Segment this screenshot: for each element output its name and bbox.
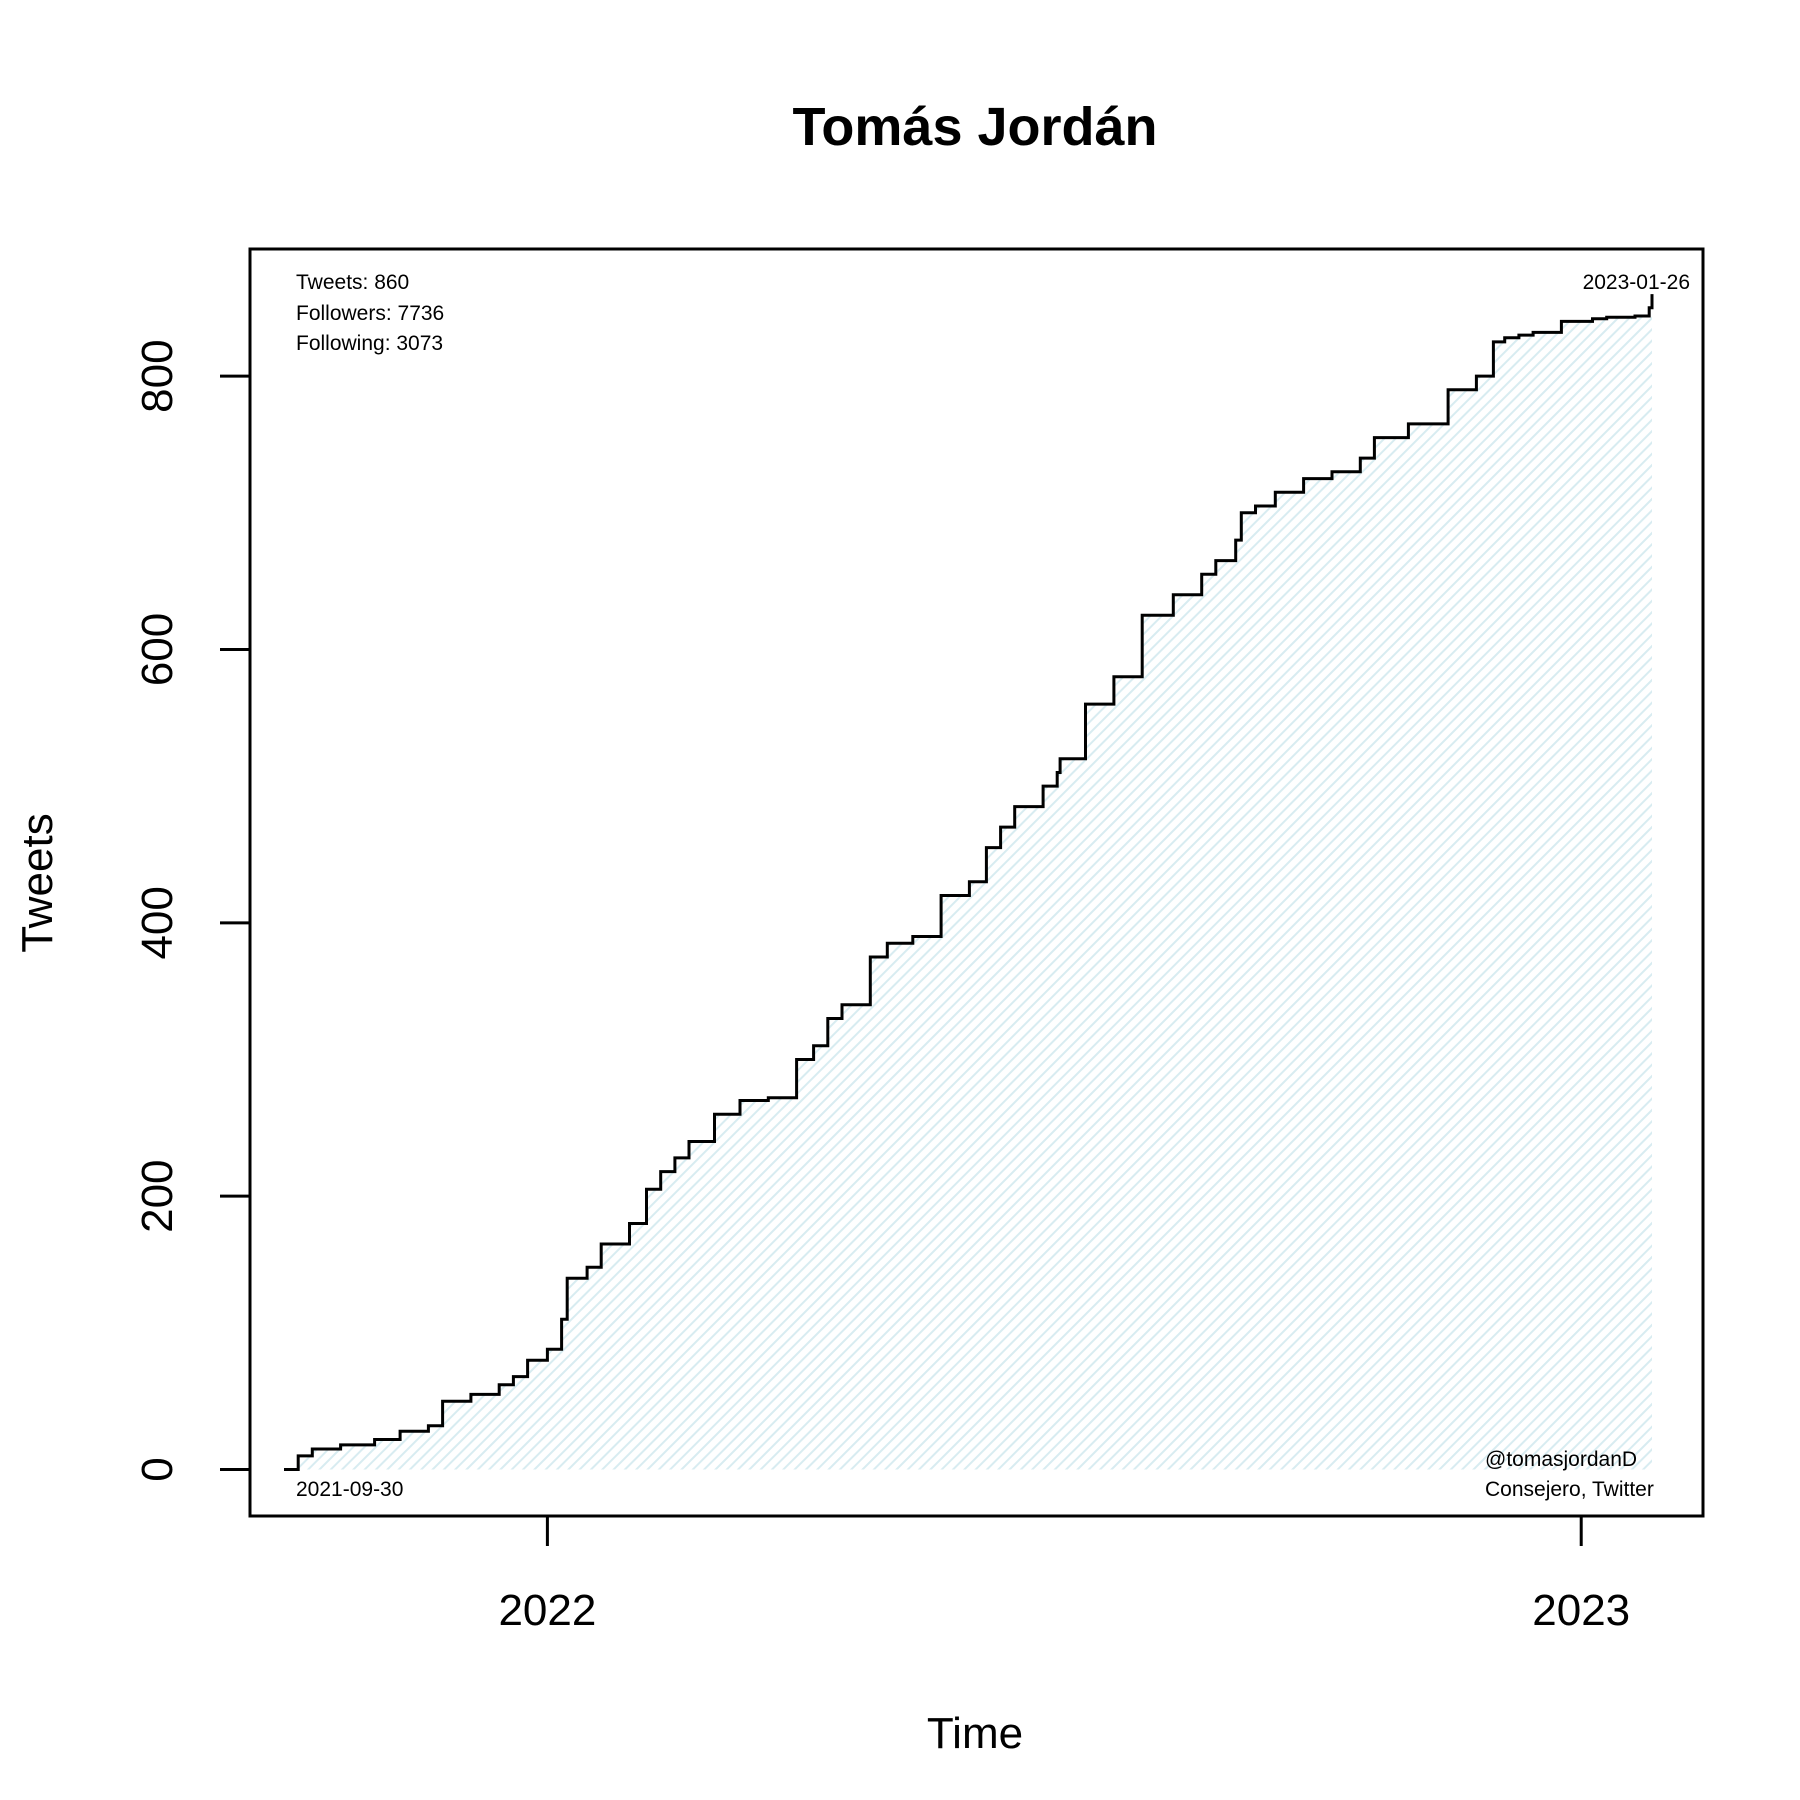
followers-count: Followers: 7736 [296, 302, 444, 325]
x-tick-label: 2022 [498, 1586, 596, 1635]
x-axis: 2022 2023 [498, 1516, 1630, 1635]
y-tick-label: 600 [133, 613, 182, 686]
plot-frame [248, 247, 1705, 1518]
cumulative-area [284, 294, 1652, 1470]
start-date-label: 2021-09-30 [296, 1478, 403, 1501]
end-date-label: 2023-01-26 [1583, 271, 1690, 294]
y-tick-label: 0 [133, 1457, 182, 1481]
plot-area [284, 294, 1654, 1471]
y-axis: 0 200 400 600 800 [133, 339, 250, 1482]
account-handle: @tomasjordanD [1485, 1448, 1637, 1471]
y-tick-label: 400 [133, 886, 182, 959]
cumulative-tweets-line [284, 294, 1654, 1471]
chart-title: Tomás Jordán [792, 97, 1157, 157]
tweets-count: Tweets: 860 [296, 271, 409, 294]
following-count: Following: 3073 [296, 332, 443, 355]
y-tick-label: 200 [133, 1159, 182, 1232]
y-tick-label: 800 [133, 339, 182, 412]
y-axis-label: Tweets [13, 813, 62, 952]
x-tick-label: 2023 [1532, 1586, 1630, 1635]
account-description: Consejero, Twitter [1485, 1478, 1654, 1501]
x-axis-label: Time [927, 1709, 1023, 1758]
